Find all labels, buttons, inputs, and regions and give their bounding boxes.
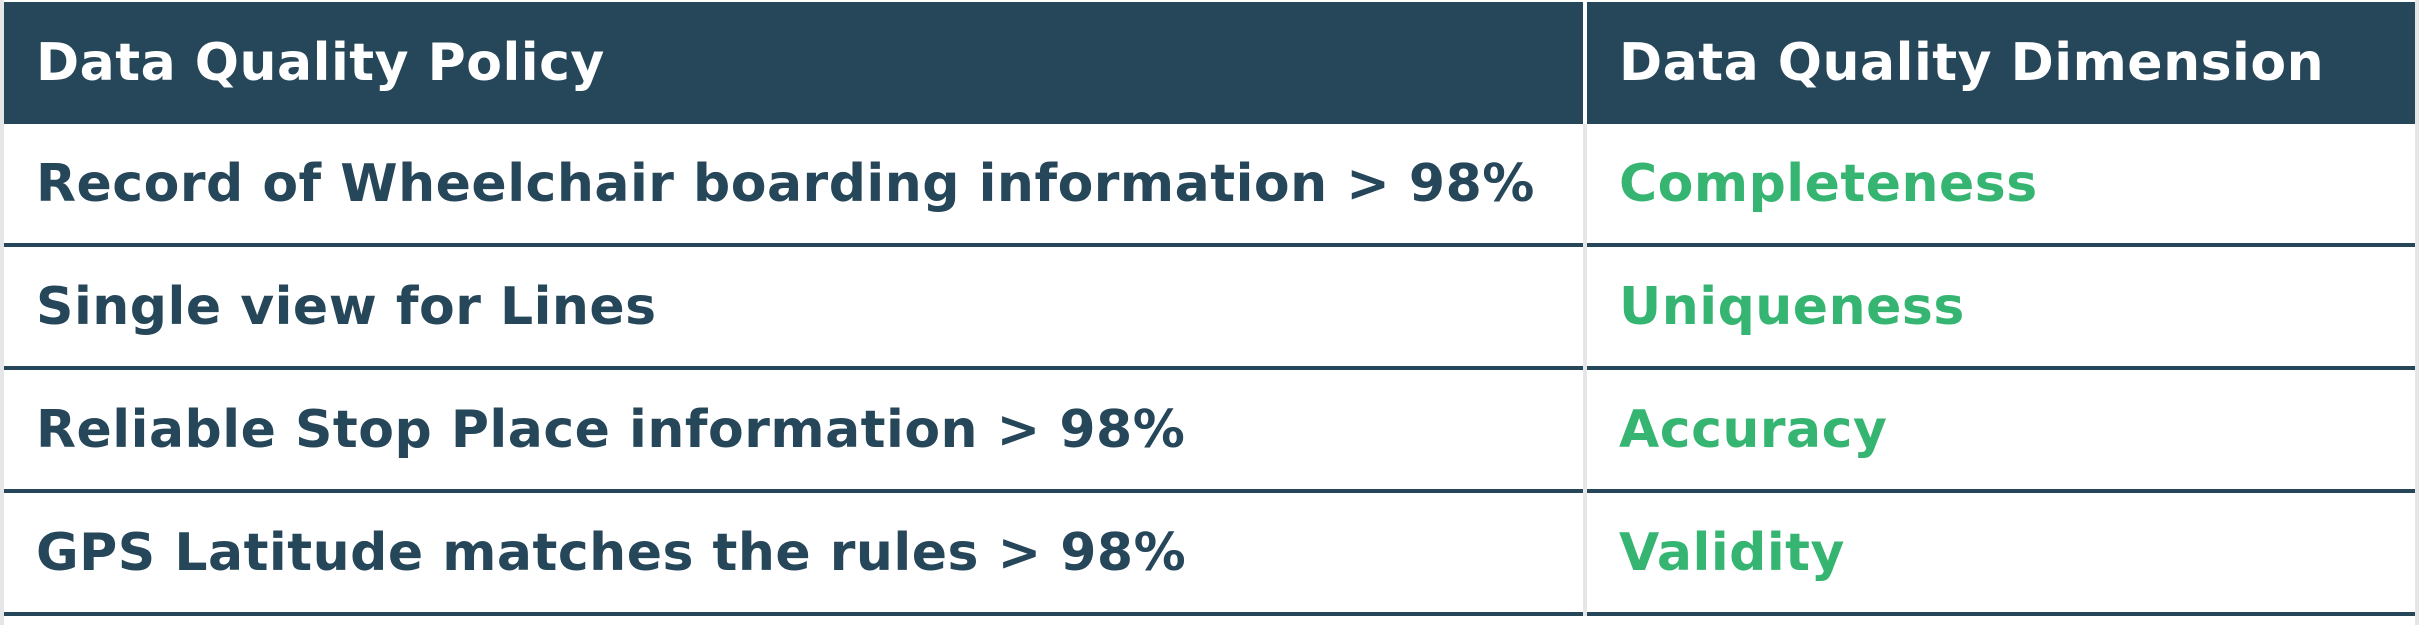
policy-cell: Reliable Stop Place information > 98% xyxy=(4,366,1587,491)
table-row: GPS Latitude matches the rules > 98% Val… xyxy=(4,489,2415,614)
dimension-column-header: Data Quality Dimension xyxy=(1585,2,2415,124)
policy-column-header: Data Quality Policy xyxy=(4,2,1587,124)
dimension-cell: Uniqueness xyxy=(1585,243,2415,368)
policy-cell: Single view for Lines xyxy=(4,243,1587,368)
header-row: Data Quality Policy Data Quality Dimensi… xyxy=(4,2,2415,124)
policy-cell: Record of Wheelchair boarding informatio… xyxy=(4,124,1587,245)
table-right-border xyxy=(2415,0,2419,625)
table-row: Single view for Lines Uniqueness xyxy=(4,243,2415,368)
dimension-cell: Accuracy xyxy=(1585,366,2415,491)
policy-cell: GPS Latitude matches the rules > 98% xyxy=(4,489,1587,614)
table-header: Data Quality Policy Data Quality Dimensi… xyxy=(4,2,2415,124)
table-body: Record of Wheelchair boarding informatio… xyxy=(4,124,2415,614)
table-row: Record of Wheelchair boarding informatio… xyxy=(4,124,2415,245)
dimension-cell: Completeness xyxy=(1619,153,2038,214)
dimension-cell: Validity xyxy=(1585,489,2415,614)
table-left-border xyxy=(0,0,4,625)
data-quality-table: Data Quality Policy Data Quality Dimensi… xyxy=(4,2,2415,616)
table-row: Reliable Stop Place information > 98% Ac… xyxy=(4,366,2415,491)
